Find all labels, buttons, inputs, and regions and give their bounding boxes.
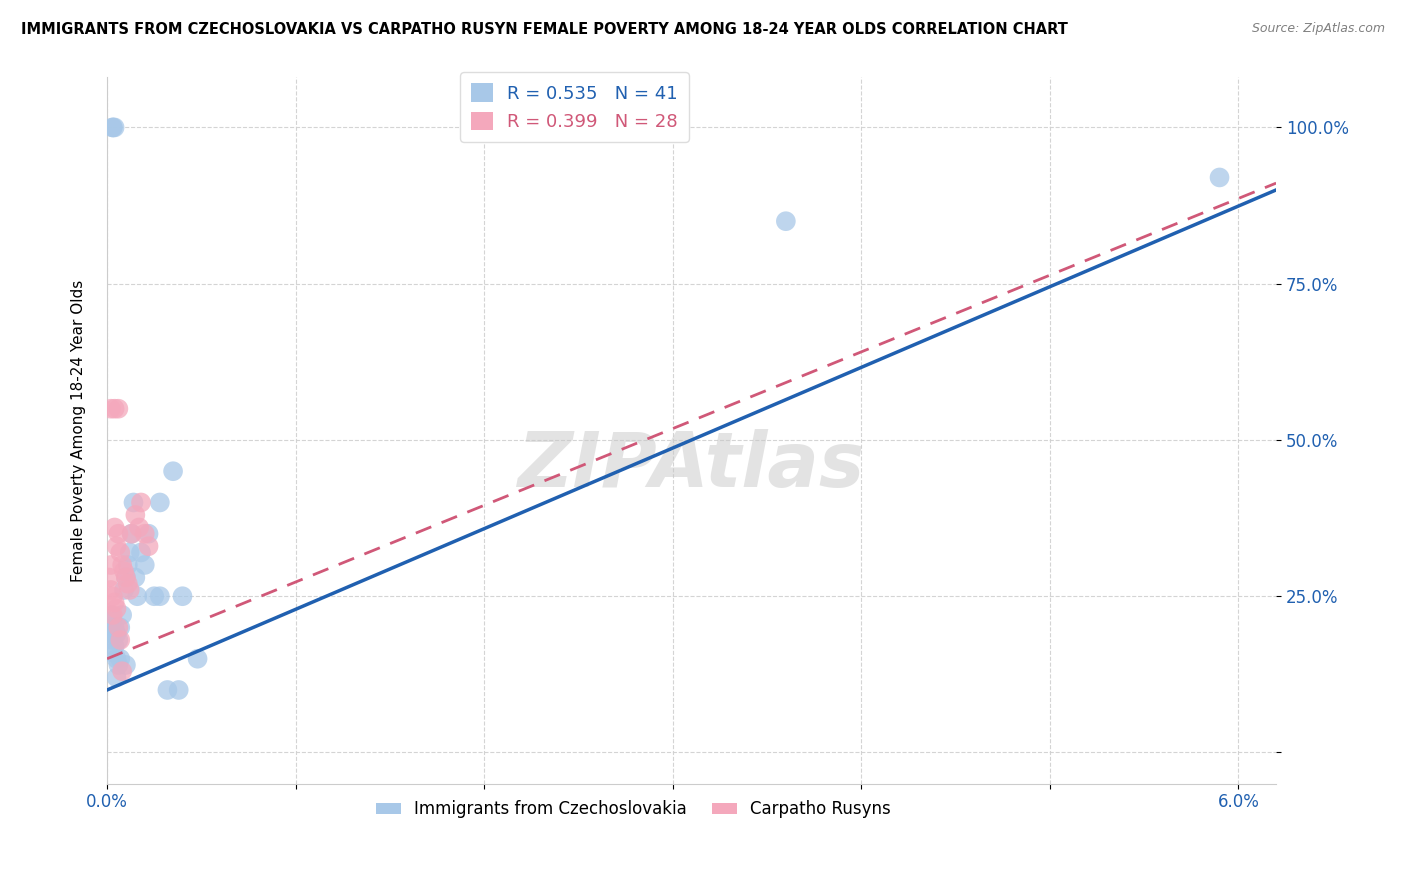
Point	[172, 589, 194, 603]
Point	[112, 564, 135, 578]
Point	[104, 620, 127, 634]
Point	[101, 120, 124, 135]
Point	[134, 558, 156, 572]
Point	[104, 401, 127, 416]
Text: IMMIGRANTS FROM CZECHOSLOVAKIA VS CARPATHO RUSYN FEMALE POVERTY AMONG 18-24 YEAR: IMMIGRANTS FROM CZECHOSLOVAKIA VS CARPAT…	[21, 22, 1069, 37]
Point	[115, 570, 138, 584]
Point	[110, 545, 132, 559]
Point	[100, 558, 122, 572]
Point	[138, 539, 160, 553]
Point	[167, 683, 190, 698]
Point	[1208, 170, 1230, 185]
Point	[115, 570, 138, 584]
Point	[128, 520, 150, 534]
Point	[124, 508, 146, 522]
Point	[149, 495, 172, 509]
Point	[111, 558, 134, 572]
Point	[127, 589, 149, 603]
Point	[104, 520, 127, 534]
Point	[187, 651, 209, 665]
Point	[105, 671, 128, 685]
Point	[118, 545, 141, 559]
Point	[107, 632, 129, 647]
Point	[105, 539, 128, 553]
Point	[111, 607, 134, 622]
Point	[118, 582, 141, 597]
Point	[100, 626, 122, 640]
Point	[143, 589, 166, 603]
Point	[104, 639, 127, 653]
Point	[124, 570, 146, 584]
Point	[110, 632, 132, 647]
Point	[104, 120, 127, 135]
Point	[121, 526, 143, 541]
Point	[115, 657, 138, 672]
Point	[101, 645, 124, 659]
Point	[111, 664, 134, 678]
Legend: Immigrants from Czechoslovakia, Carpatho Rusyns: Immigrants from Czechoslovakia, Carpatho…	[368, 794, 897, 825]
Point	[107, 526, 129, 541]
Point	[107, 620, 129, 634]
Y-axis label: Female Poverty Among 18-24 Year Olds: Female Poverty Among 18-24 Year Olds	[72, 279, 86, 582]
Point	[129, 545, 152, 559]
Point	[104, 595, 127, 609]
Point	[100, 401, 122, 416]
Point	[117, 576, 139, 591]
Point	[138, 526, 160, 541]
Point	[100, 582, 122, 597]
Point	[122, 495, 145, 509]
Point	[97, 620, 120, 634]
Point	[110, 620, 132, 634]
Text: ZIPAtlas: ZIPAtlas	[517, 429, 865, 503]
Point	[101, 120, 124, 135]
Point	[134, 526, 156, 541]
Point	[105, 651, 128, 665]
Point	[162, 464, 184, 478]
Point	[112, 582, 135, 597]
Point	[117, 558, 139, 572]
Point	[149, 589, 172, 603]
Text: Source: ZipAtlas.com: Source: ZipAtlas.com	[1251, 22, 1385, 36]
Point	[156, 683, 179, 698]
Point	[101, 607, 124, 622]
Point	[775, 214, 797, 228]
Point	[101, 589, 124, 603]
Point	[107, 401, 129, 416]
Point	[105, 601, 128, 615]
Point	[97, 570, 120, 584]
Point	[107, 657, 129, 672]
Point	[101, 632, 124, 647]
Point	[110, 651, 132, 665]
Point	[129, 495, 152, 509]
Point	[100, 607, 122, 622]
Point	[101, 614, 124, 628]
Point	[105, 626, 128, 640]
Point	[121, 526, 143, 541]
